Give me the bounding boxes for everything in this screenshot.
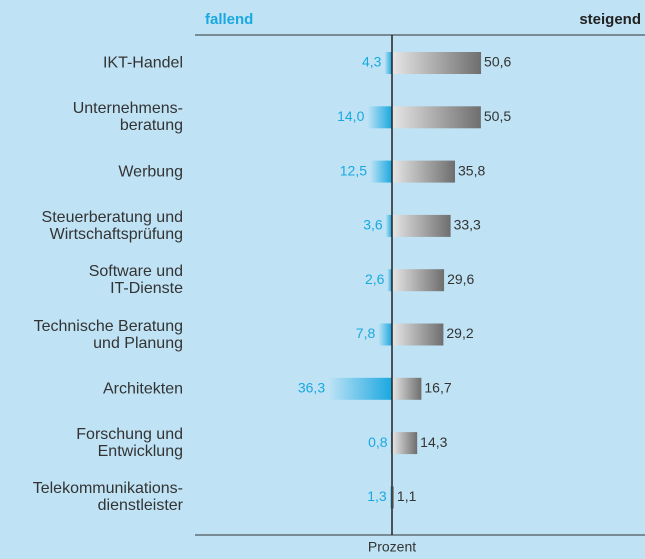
value-label-rising: 33,3 — [454, 217, 481, 233]
x-axis-label: Prozent — [368, 539, 416, 555]
bar-falling — [367, 106, 392, 129]
legend-rising: steigend — [579, 11, 641, 28]
bar-falling — [389, 486, 392, 509]
category-label: Steuerberatung und Wirtschaftsprüfung — [41, 208, 183, 243]
category-label: Unternehmens- beratung — [72, 100, 183, 135]
bar-falling — [370, 160, 392, 183]
value-label-falling: 12,5 — [340, 162, 367, 178]
bar-falling — [378, 323, 392, 346]
value-label-rising: 35,8 — [458, 162, 485, 178]
value-label-falling: 1,3 — [367, 488, 387, 504]
value-label-rising: 1,1 — [397, 488, 417, 504]
bar-rising — [392, 486, 394, 509]
bar-falling — [328, 377, 392, 400]
category-label: Forschung und Entwicklung — [76, 426, 183, 461]
bar-rising — [392, 323, 444, 346]
value-label-falling: 3,6 — [363, 217, 383, 233]
category-label: Werbung — [118, 163, 183, 181]
value-label-rising: 50,5 — [484, 108, 511, 124]
bar-rising — [392, 214, 451, 237]
category-label: Architekten — [102, 380, 183, 398]
category-label: Software und IT-Dienste — [88, 263, 183, 298]
value-label-falling: 0,8 — [368, 434, 388, 450]
bar-rising — [392, 160, 456, 183]
bar-falling — [384, 52, 392, 74]
bar-falling — [387, 269, 392, 292]
bar-rising — [392, 432, 418, 455]
value-label-rising: 16,7 — [424, 380, 451, 396]
value-label-rising: 29,6 — [447, 271, 474, 287]
category-label: IKT-Handel — [102, 54, 183, 72]
value-label-rising: 50,6 — [484, 54, 511, 70]
bar-rising — [392, 52, 482, 74]
value-label-falling: 36,3 — [298, 380, 325, 396]
category-label: Telekommunikations- dienstleister — [32, 480, 183, 515]
value-label-falling: 2,6 — [365, 271, 385, 287]
bar-rising — [392, 269, 445, 292]
value-label-rising: 29,2 — [446, 325, 473, 341]
legend-falling: fallend — [205, 11, 253, 28]
value-label-falling: 14,0 — [337, 108, 364, 124]
value-label-falling: 4,3 — [362, 54, 382, 70]
bar-rising — [392, 106, 481, 129]
category-label: Technische Beratung und Planung — [33, 317, 183, 352]
bar-rising — [392, 377, 422, 400]
value-label-rising: 14,3 — [420, 434, 447, 450]
value-label-falling: 7,8 — [356, 325, 376, 341]
bar-falling — [385, 214, 392, 237]
